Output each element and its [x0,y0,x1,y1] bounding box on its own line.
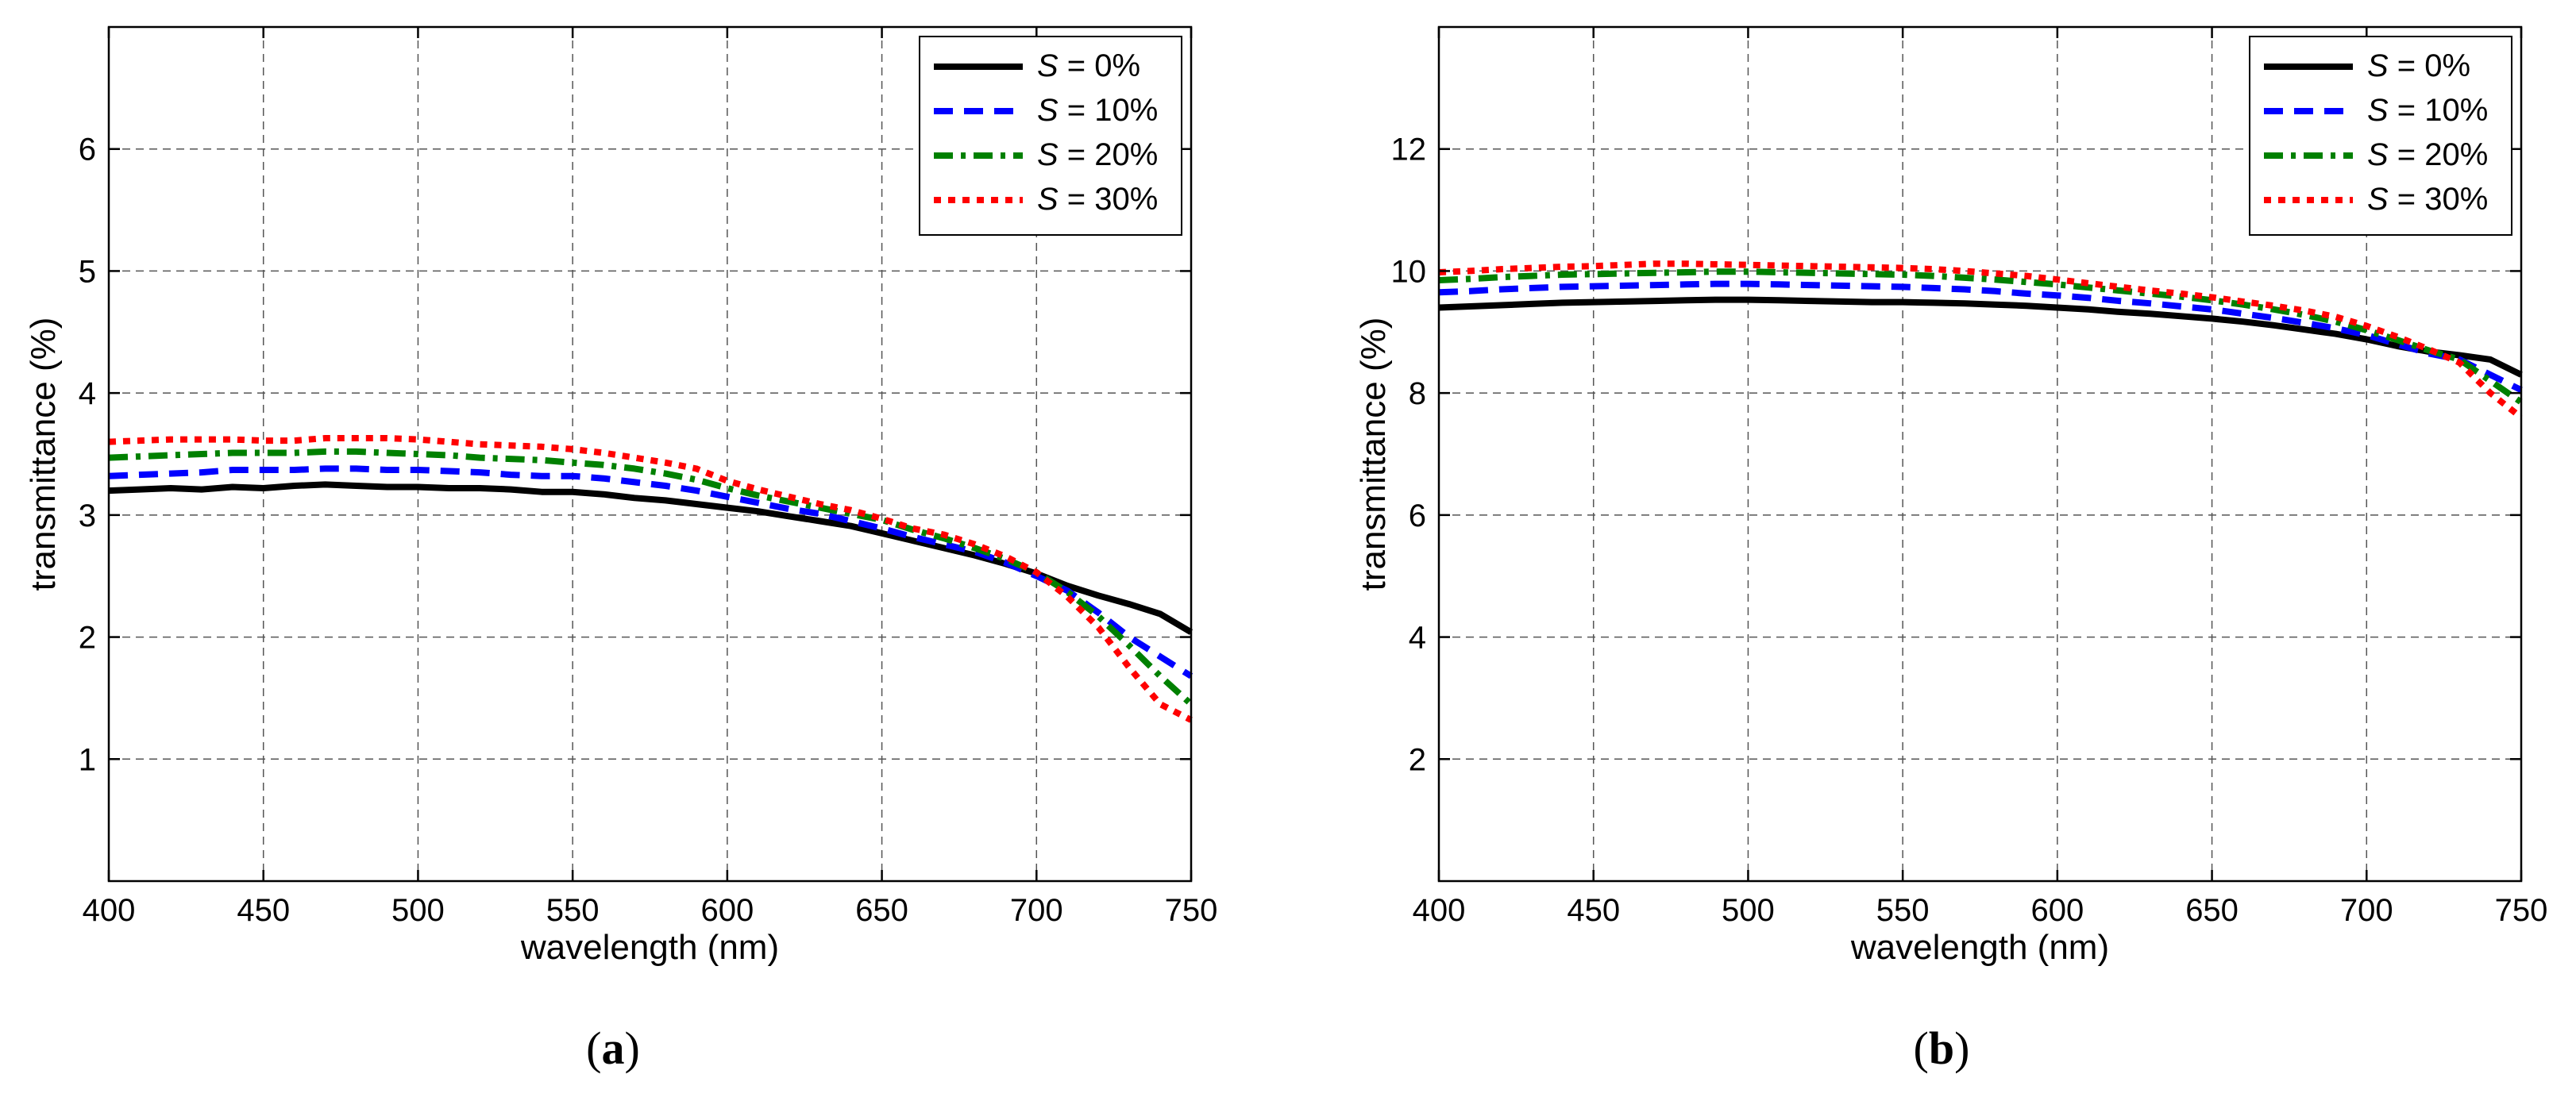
x-tick-label: 750 [2495,893,2548,928]
y-tick-label: 1 [79,742,96,777]
x-tick-label: 650 [2185,893,2239,928]
x-tick-label: 500 [1722,893,1775,928]
legend-label-2: S = 20% [2367,137,2488,172]
legend-label-3: S = 30% [2367,182,2488,217]
y-tick-label: 10 [1391,254,1427,289]
y-tick-label: 4 [1409,621,1426,656]
legend-label-0: S = 0% [1037,48,1140,83]
x-tick-label: 400 [1413,893,1466,928]
legend-label-0: S = 0% [2367,48,2470,83]
legend-label-1: S = 10% [1037,93,1158,128]
x-tick-label: 450 [237,893,290,928]
y-tick-label: 2 [1409,742,1426,777]
x-tick-label: 450 [1567,893,1620,928]
y-tick-label: 4 [79,376,96,411]
x-tick-label: 700 [1010,893,1063,928]
legend: S = 0% S = 10% S = 20% S = 30% [919,36,1182,236]
series-line-3 [1438,260,2524,421]
x-tick-label: 600 [2030,893,2084,928]
x-tick-label: 550 [1876,893,1930,928]
y-tick-label: 8 [1409,376,1426,411]
x-axis-label: wavelength (nm) [520,928,779,967]
series-line-0 [1438,296,2523,378]
y-axis-label: transmittance (%) [1354,318,1393,591]
x-axis-label: wavelength (nm) [1850,928,2109,967]
y-tick-label: 2 [79,621,96,656]
x-tick-label: 750 [1165,893,1218,928]
y-tick-label: 12 [1391,133,1427,167]
x-tick-label: 650 [855,893,908,928]
panel-label: (b) [1914,1022,1970,1074]
x-tick-label: 600 [700,893,754,928]
legend-label-3: S = 30% [1037,182,1158,217]
x-tick-label: 700 [2340,893,2393,928]
chart-panel-b: 400 450 500 550 600 650 700 750 2 4 6 8 10 12 waveleng… [1354,25,2548,1074]
panel-label: (a) [586,1022,640,1074]
axes-frame [107,25,1193,883]
legend: S = 0% S = 10% S = 20% S = 30% [2249,36,2512,236]
chart-panel-a: 400 450 500 550 600 650 700 750 1 2 3 4 5 6 wavelength… [24,25,1218,1074]
y-tick-label: 3 [79,498,96,533]
series-line-3 [108,435,1193,723]
legend-label-2: S = 20% [1037,137,1158,172]
y-tick-label: 6 [1409,498,1426,533]
series-line-0 [108,481,1194,635]
axes-frame [1437,25,2523,883]
x-tick-label: 550 [546,893,600,928]
series-line-1 [108,465,1194,679]
y-tick-label: 5 [79,254,96,289]
y-tick-label: 6 [79,133,96,167]
legend-label-1: S = 10% [2367,93,2488,128]
y-axis-label: transmittance (%) [24,318,63,591]
x-tick-label: 400 [83,893,136,928]
x-tick-label: 500 [391,893,445,928]
